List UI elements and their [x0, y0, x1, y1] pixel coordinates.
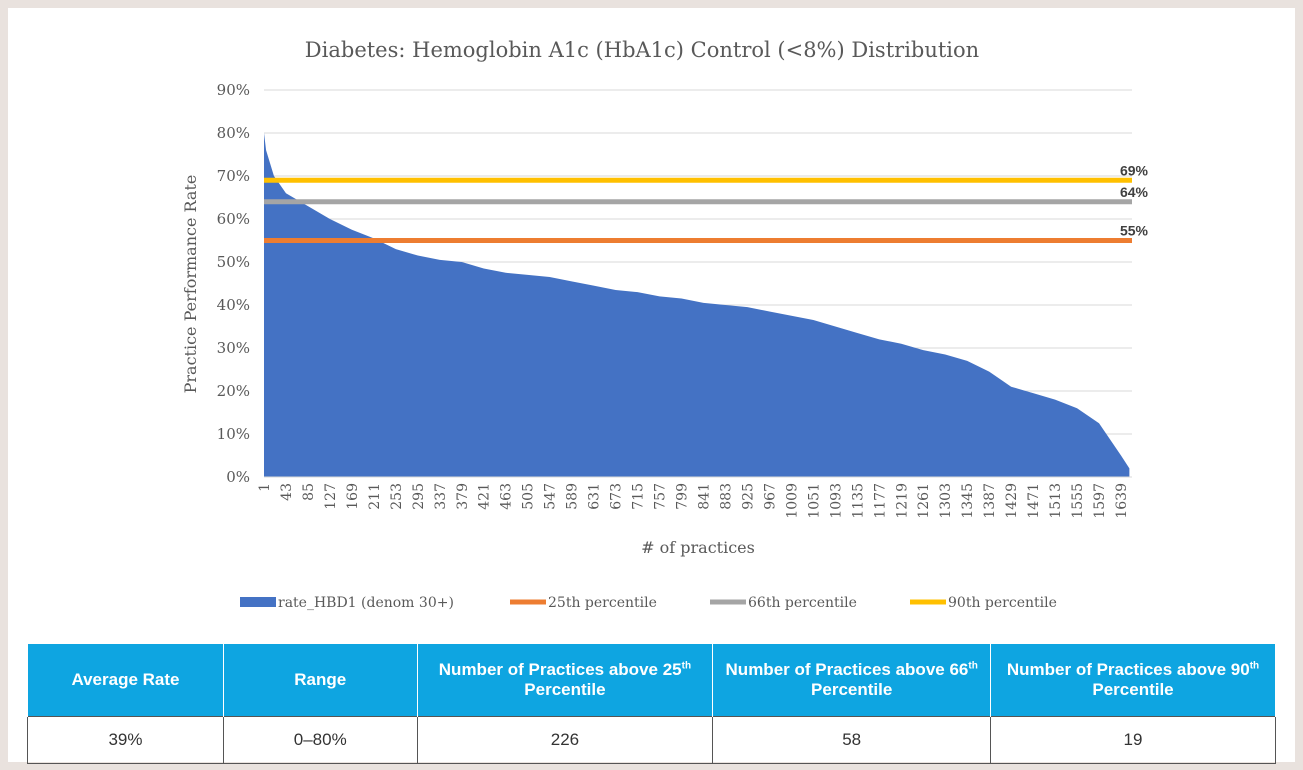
legend-label: 25th percentile — [548, 595, 657, 611]
header-text: Percentile — [524, 680, 606, 699]
header-text: th — [968, 660, 978, 672]
table-header: Range — [222, 643, 418, 717]
x-tick-label: 253 — [389, 483, 405, 510]
chart-title: Diabetes: Hemoglobin A1c (HbA1c) Control… — [305, 38, 979, 62]
header-text: Percentile — [811, 680, 893, 699]
table-cell: 39% — [27, 716, 224, 764]
x-tick-label: 379 — [455, 483, 471, 510]
x-tick-label: 1009 — [784, 483, 800, 519]
legend-label: 66th percentile — [748, 595, 857, 611]
x-tick-label: 1597 — [1092, 483, 1108, 519]
area — [264, 133, 1130, 477]
y-tick-label: 90% — [217, 81, 250, 99]
y-tick-label: 10% — [217, 425, 250, 443]
x-tick-label: 1387 — [982, 483, 998, 519]
x-tick-label: 1345 — [960, 483, 976, 519]
x-tick-label: 757 — [653, 483, 669, 510]
x-tick-label: 547 — [543, 483, 559, 510]
header-text: th — [681, 660, 692, 672]
percentile-label: 55% — [1120, 223, 1149, 239]
y-tick-label: 60% — [217, 210, 250, 228]
x-tick-label: 1429 — [1004, 483, 1020, 519]
chart: Diabetes: Hemoglobin A1c (HbA1c) Control… — [181, 38, 1149, 611]
table-cell: 226 — [416, 716, 714, 764]
percentile-label: 69% — [1120, 162, 1149, 178]
legend-swatch — [240, 597, 276, 607]
table-header: Number of Practices above 66th Percentil… — [712, 643, 992, 717]
x-tick-label: 211 — [367, 483, 383, 510]
x-tick-label: 1219 — [894, 483, 910, 519]
header-text: Range — [294, 670, 347, 689]
y-tick-label: 50% — [217, 253, 250, 271]
header-text: Average Rate — [71, 670, 180, 689]
header-text: Percentile — [1092, 680, 1174, 699]
table-row: 39% 0–80% 226 58 19 — [27, 716, 1276, 764]
x-tick-label: 85 — [301, 483, 317, 501]
x-tick-label: 631 — [587, 483, 603, 510]
y-tick-label: 20% — [217, 382, 250, 400]
legend-label: rate_HBD1 (denom 30+) — [278, 595, 454, 611]
x-tick-label: 1135 — [850, 483, 866, 519]
table-header: Number of Practices above 90th Percentil… — [990, 643, 1276, 717]
x-tick-label: 43 — [279, 483, 295, 501]
x-tick-label: 505 — [521, 483, 537, 510]
y-tick-label: 80% — [217, 124, 250, 142]
table-cell: 58 — [712, 716, 992, 764]
x-tick-label: 463 — [499, 483, 515, 510]
x-tick-label: 1093 — [828, 483, 844, 519]
panel: Diabetes: Hemoglobin A1c (HbA1c) Control… — [8, 8, 1295, 764]
x-tick-label: 337 — [433, 483, 449, 510]
table-header: Number of Practices above 25th Percentil… — [416, 643, 714, 717]
x-tick-label: 295 — [411, 483, 427, 510]
x-tick-label: 841 — [696, 483, 712, 510]
x-tick-label: 799 — [675, 483, 691, 510]
table-cell: 0–80% — [222, 716, 418, 764]
x-tick-label: 1639 — [1114, 483, 1130, 519]
x-tick-label: 925 — [740, 483, 756, 510]
summary-table: Average Rate Range Number of Practices abo… — [27, 643, 1276, 764]
x-tick-label: 169 — [345, 483, 361, 510]
percentile-label: 64% — [1120, 184, 1149, 200]
x-tick-label: 883 — [718, 483, 734, 510]
x-tick-label: 967 — [762, 483, 778, 510]
x-tick-label: 1261 — [916, 483, 932, 519]
y-tick-label: 70% — [217, 167, 250, 185]
header-text: Number of Practices above 90 — [1006, 660, 1250, 679]
x-tick-label: 127 — [323, 483, 339, 510]
y-tick-label: 40% — [217, 296, 250, 314]
x-tick-label: 1 — [257, 483, 273, 492]
x-tick-label: 673 — [609, 483, 625, 510]
legend-label: 90th percentile — [948, 595, 1057, 611]
header-text: th — [1249, 660, 1260, 672]
x-tick-label: 1051 — [806, 483, 822, 519]
y-tick-label: 0% — [226, 468, 250, 486]
table-cell: 19 — [990, 716, 1276, 764]
x-tick-label: 421 — [477, 483, 493, 510]
x-tick-label: 715 — [631, 483, 647, 510]
header-text: Number of Practices above 66 — [725, 660, 969, 679]
x-tick-label: 589 — [565, 483, 581, 510]
y-tick-label: 30% — [217, 339, 250, 357]
table-header: Average Rate — [27, 643, 224, 717]
x-tick-label: 1555 — [1070, 483, 1086, 519]
x-tick-label: 1177 — [872, 483, 888, 519]
x-axis-label: # of practices — [641, 538, 755, 557]
x-tick-label: 1513 — [1048, 483, 1064, 519]
y-axis-label: Practice Performance Rate — [181, 175, 200, 394]
header-text: Number of Practices above 25 — [438, 660, 682, 679]
x-tick-label: 1471 — [1026, 483, 1042, 519]
x-tick-label: 1303 — [938, 483, 954, 519]
